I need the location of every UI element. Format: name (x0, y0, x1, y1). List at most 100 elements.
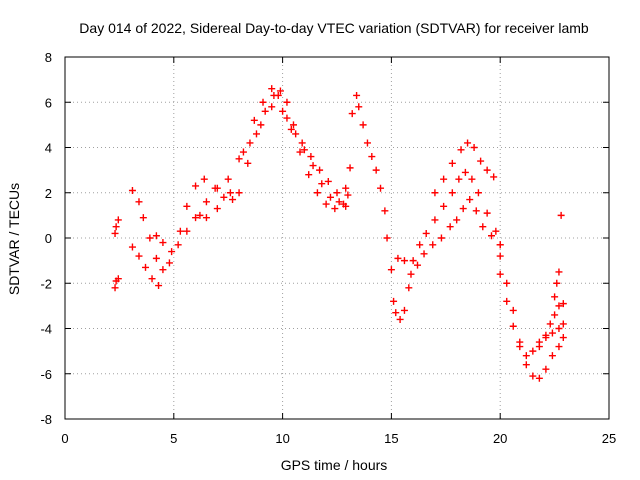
data-point (542, 365, 550, 373)
data-point (383, 234, 391, 242)
data-point (224, 175, 232, 183)
y-tick-label: 0 (45, 231, 52, 246)
data-point (400, 306, 408, 314)
y-axis-label: SDTVAR / TECUs (6, 183, 22, 295)
data-point (192, 214, 200, 222)
data-point (287, 125, 295, 133)
data-point (114, 275, 122, 283)
data-point (459, 205, 467, 213)
data-point (387, 266, 395, 274)
data-point (211, 184, 219, 192)
data-point (490, 173, 498, 181)
data-point (274, 91, 282, 99)
data-point (409, 257, 417, 265)
data-point (152, 232, 160, 240)
data-point (559, 320, 567, 328)
data-point (548, 329, 556, 337)
data-point (457, 146, 465, 154)
data-point (344, 191, 352, 199)
data-point (555, 325, 563, 332)
y-tick-label: 8 (45, 50, 52, 65)
data-point (335, 198, 343, 206)
data-point (522, 352, 530, 360)
x-axis-label: GPS time / hours (281, 457, 388, 473)
data-point (377, 184, 385, 192)
data-point (146, 234, 154, 242)
data-point (446, 223, 454, 231)
data-point (477, 157, 485, 165)
data-point (553, 279, 561, 287)
data-point (555, 302, 563, 310)
data-point (235, 155, 243, 163)
data-point (226, 189, 234, 197)
data-point (252, 130, 260, 138)
data-point (503, 279, 511, 287)
data-point (239, 148, 247, 156)
data-point (363, 139, 371, 147)
data-point (111, 284, 119, 292)
data-point (448, 159, 456, 167)
data-point (535, 374, 543, 382)
data-point (111, 229, 119, 237)
data-point (300, 146, 308, 154)
data-point (496, 270, 504, 278)
data-point (390, 297, 398, 305)
x-axis: 0 5 10 15 20 25 (61, 57, 616, 446)
data-point (183, 202, 191, 210)
data-point (496, 252, 504, 260)
y-tick-label: -4 (40, 322, 52, 337)
data-point (522, 361, 530, 369)
data-point (292, 130, 300, 138)
data-point (213, 205, 221, 213)
x-tick-label: 15 (384, 431, 398, 446)
data-point (555, 343, 563, 351)
y-axis: -8 -6 -4 -2 0 2 4 6 8 (40, 50, 609, 427)
data-point (268, 103, 276, 111)
data-point (355, 103, 363, 111)
data-point (165, 259, 173, 267)
data-point (479, 223, 487, 231)
data-point (464, 139, 472, 147)
data-point (496, 241, 504, 249)
data-point (368, 153, 376, 161)
data-point (346, 164, 354, 172)
data-point (168, 248, 176, 256)
data-point (557, 211, 565, 219)
data-point (503, 297, 511, 305)
data-point (429, 241, 437, 249)
data-point (437, 234, 445, 242)
data-point (470, 144, 478, 151)
data-point (396, 315, 404, 323)
y-tick-label: 2 (45, 186, 52, 201)
x-tick-label: 10 (275, 431, 289, 446)
data-point (416, 241, 424, 249)
data-point (529, 372, 537, 380)
data-point (440, 202, 448, 210)
data-point (114, 216, 122, 224)
data-point (483, 166, 491, 174)
data-point (474, 189, 482, 197)
y-tick-label: -6 (40, 367, 52, 382)
data-point (353, 91, 361, 99)
data-point (372, 166, 380, 174)
data-point (381, 207, 389, 215)
chart-title: Day 014 of 2022, Sidereal Day-to-day VTE… (79, 20, 589, 36)
data-point (316, 166, 324, 174)
data-point (142, 263, 150, 271)
data-point (548, 352, 556, 360)
data-point (342, 184, 350, 192)
data-point (529, 347, 537, 355)
data-point (535, 343, 543, 351)
data-point (279, 107, 287, 115)
data-point (283, 114, 291, 122)
data-point (420, 250, 428, 258)
data-point (261, 107, 269, 115)
data-point (331, 205, 339, 213)
data-point (229, 196, 237, 204)
data-point (235, 189, 243, 197)
y-tick-label: -2 (40, 276, 52, 291)
data-point (492, 227, 500, 235)
data-point (155, 282, 163, 290)
data-point (220, 193, 228, 201)
data-point (509, 306, 517, 314)
